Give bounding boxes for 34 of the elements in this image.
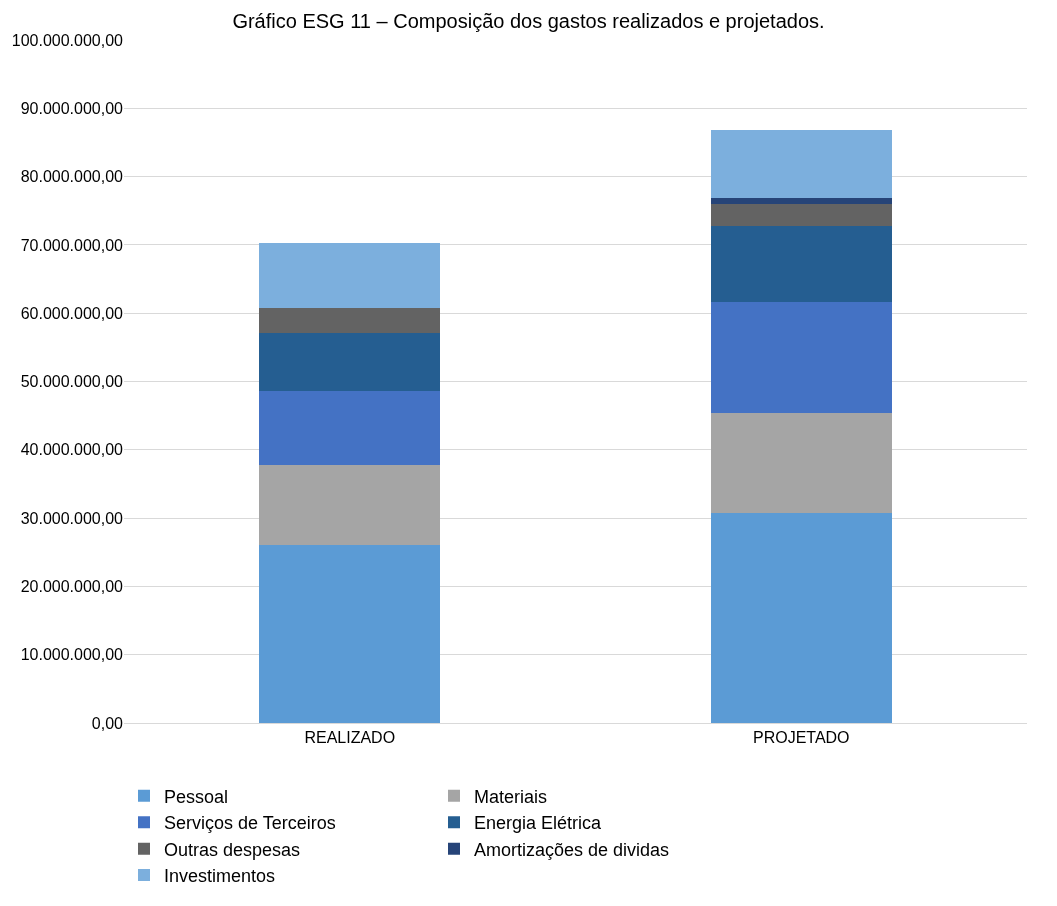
legend-label: Amortizações de dividas bbox=[474, 839, 670, 860]
legend-label: Energia Elétrica bbox=[474, 813, 603, 834]
x-tick-label: REALIZADO bbox=[304, 729, 396, 747]
bar bbox=[710, 512, 892, 723]
bar bbox=[259, 391, 441, 465]
bar bbox=[710, 203, 892, 226]
bar bbox=[259, 333, 441, 392]
x-tick-label: PROJETADO bbox=[752, 729, 850, 747]
y-tick-label: 60.000.000,00 bbox=[20, 304, 124, 322]
bar bbox=[710, 130, 892, 199]
y-tick-label: 80.000.000,00 bbox=[20, 168, 124, 186]
y-tick-label: 100.000.000,00 bbox=[11, 31, 124, 49]
bar bbox=[259, 545, 441, 723]
legend-label: Serviços de Terceiros bbox=[164, 813, 336, 834]
legend-label: Investimentos bbox=[164, 866, 276, 887]
legend-label: Materiais bbox=[474, 786, 548, 807]
bar bbox=[710, 412, 892, 513]
y-tick-label: 70.000.000,00 bbox=[20, 236, 124, 254]
bar bbox=[710, 302, 892, 413]
y-tick-label: 40.000.000,00 bbox=[20, 441, 124, 459]
legend-label: Pessoal bbox=[164, 786, 229, 807]
y-tick-label: 50.000.000,00 bbox=[20, 373, 124, 391]
y-tick-label: 20.000.000,00 bbox=[20, 578, 124, 595]
y-tick-label: 0,00 bbox=[91, 714, 124, 732]
chart-title: Gráfico ESG 11 – Composição dos gastos realizados e projetados. bbox=[232, 9, 825, 32]
y-tick-label: 90.000.000,00 bbox=[20, 99, 124, 117]
bar bbox=[710, 198, 892, 204]
bar bbox=[259, 307, 441, 334]
bar bbox=[259, 464, 441, 546]
bar bbox=[259, 242, 441, 308]
legend-label: Outras despesas bbox=[164, 839, 301, 860]
y-tick-label: 30.000.000,00 bbox=[20, 509, 124, 527]
bar bbox=[710, 225, 892, 303]
y-tick-label: 10.000.000,00 bbox=[20, 646, 124, 664]
